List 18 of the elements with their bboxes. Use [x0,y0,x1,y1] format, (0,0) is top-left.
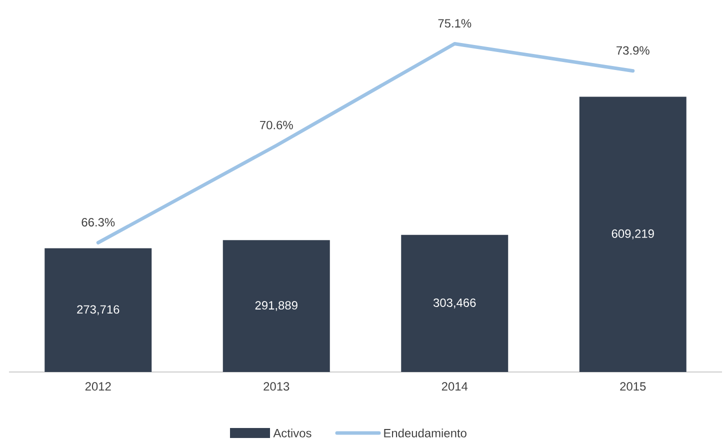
bar [44,248,152,372]
legend-label: Activos [273,428,312,438]
bar [222,240,330,372]
data-label: 291,889 [255,301,298,311]
data-label: 70.6% [260,120,293,130]
x-tick-label: 2014 [442,382,468,391]
legend-label: Endeudamiento [384,428,466,438]
data-label: 303,466 [433,298,476,308]
data-label: 66.3% [82,218,115,226]
data-label: 273,716 [77,305,120,316]
data-label: 75.1% [438,19,472,28]
data-label: 609,219 [612,229,654,240]
data-label: 73.9% [616,46,650,55]
x-tick-label: 2012 [85,382,111,391]
x-tick-label: 2013 [264,382,290,391]
bar [579,96,686,372]
x-tick-label: 2015 [620,382,646,391]
bar [401,234,508,372]
